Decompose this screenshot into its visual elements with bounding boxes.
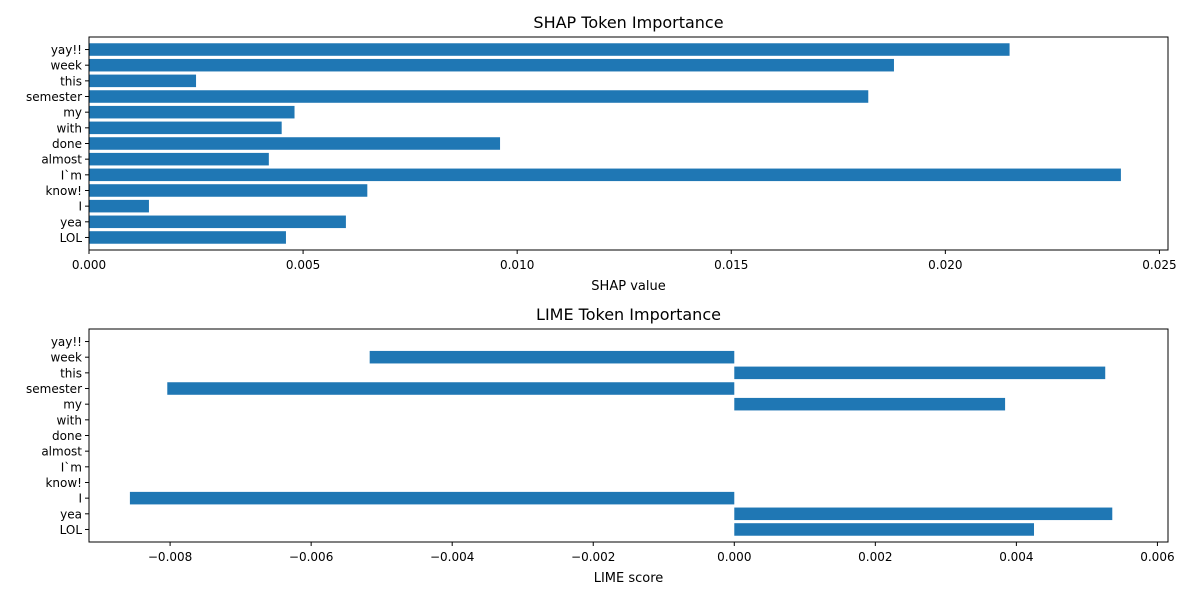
shap-y-tick-label-5: with <box>57 121 82 135</box>
shap-bar-lol-12 <box>89 231 286 244</box>
shap-bar-know-9 <box>89 184 368 197</box>
lime-bar-yea-11 <box>734 507 1113 521</box>
lime-y-tick-label-1: week <box>50 351 82 365</box>
lime-y-tick-label-8: I`m <box>61 460 82 474</box>
shap-bar-with-5 <box>89 121 282 135</box>
lime-y-tick-label-11: yea <box>60 507 82 521</box>
lime-x-tick-label-0: −0.008 <box>148 550 192 564</box>
shap-x-ticks: 0.000 0.005 0.010 0.015 0.020 0.025 <box>72 250 1177 272</box>
lime-bar-i-10 <box>129 491 735 505</box>
shap-bar-yay-0 <box>89 43 1010 56</box>
lime-bar-semester-3 <box>167 382 735 395</box>
shap-x-tick-label-4: 0.020 <box>928 258 962 272</box>
lime-y-tick-label-4: my <box>63 398 82 412</box>
lime-x-axis-label: LIME score <box>594 571 664 586</box>
shap-bar-week-1 <box>89 58 894 72</box>
lime-bar-my-4 <box>734 397 1006 411</box>
lime-y-tick-label-6: done <box>52 429 82 443</box>
lime-y-tick-label-3: semester <box>26 382 82 396</box>
shap-x-tick-label-1: 0.005 <box>286 258 320 272</box>
shap-y-tick-label-4: my <box>63 106 82 120</box>
lime-panel: LIME Token Importance LIME score yay!! we… <box>26 305 1175 586</box>
shap-x-tick-label-2: 0.010 <box>500 258 534 272</box>
lime-bar-week-1 <box>369 350 735 364</box>
lime-x-tick-label-1: −0.006 <box>289 550 333 564</box>
shap-y-tick-label-11: yea <box>60 215 82 229</box>
shap-bar-i-m-8 <box>89 168 1121 182</box>
shap-bar-my-4 <box>89 105 295 119</box>
shap-y-tick-label-6: done <box>52 137 82 151</box>
shap-y-tick-label-10: I <box>78 200 82 214</box>
shap-y-tick-label-9: know! <box>45 184 82 198</box>
shap-x-axis-label: SHAP value <box>591 279 665 294</box>
lime-chart-title: LIME Token Importance <box>536 305 721 324</box>
shap-x-tick-label-5: 0.025 <box>1142 258 1176 272</box>
shap-y-tick-label-0: yay!! <box>51 43 82 57</box>
shap-bar-i-10 <box>89 199 149 213</box>
shap-y-tick-label-2: this <box>60 74 82 88</box>
lime-bar-lol-12 <box>734 523 1035 536</box>
shap-y-tick-label-7: almost <box>41 153 82 167</box>
shap-bar-almost-7 <box>89 152 269 166</box>
lime-y-tick-label-0: yay!! <box>51 335 82 349</box>
shap-plot-frame <box>88 36 1169 251</box>
lime-x-tick-label-7: 0.006 <box>1140 550 1174 564</box>
lime-x-tick-label-3: −0.002 <box>571 550 615 564</box>
lime-x-tick-label-5: 0.002 <box>858 550 892 564</box>
shap-x-tick-label-3: 0.015 <box>714 258 748 272</box>
shap-panel: SHAP Token Importance SHAP value yay!! we… <box>26 13 1177 294</box>
lime-y-tick-label-10: I <box>78 492 82 506</box>
shap-y-tick-label-8: I`m <box>61 168 82 182</box>
shap-bar-semester-3 <box>89 90 869 103</box>
lime-x-tick-label-2: −0.004 <box>430 550 474 564</box>
lime-bars <box>129 350 1113 536</box>
shap-chart-title: SHAP Token Importance <box>533 13 723 32</box>
shap-x-tick-label-0: 0.000 <box>72 258 106 272</box>
lime-bar-this-2 <box>734 366 1106 380</box>
shap-bars <box>89 43 1121 244</box>
lime-y-tick-label-9: know! <box>45 476 82 490</box>
shap-bar-this-2 <box>89 74 197 88</box>
lime-y-tick-label-7: almost <box>41 445 82 459</box>
lime-x-tick-label-6: 0.004 <box>999 550 1033 564</box>
lime-x-ticks: −0.008 −0.006 −0.004 −0.002 0.000 0.002 0.004 0… <box>148 542 1175 564</box>
shap-bar-yea-11 <box>89 215 346 229</box>
shap-y-tick-label-3: semester <box>26 90 82 104</box>
lime-y-tick-label-12: LOL <box>60 523 83 537</box>
lime-y-tick-label-2: this <box>60 366 82 380</box>
shap-y-tick-label-1: week <box>50 59 82 73</box>
shap-bar-done-6 <box>89 137 501 150</box>
lime-y-tick-label-5: with <box>57 413 82 427</box>
lime-plot-frame <box>88 328 1169 543</box>
shap-y-tick-label-12: LOL <box>60 231 83 245</box>
lime-x-tick-label-4: 0.000 <box>717 550 751 564</box>
